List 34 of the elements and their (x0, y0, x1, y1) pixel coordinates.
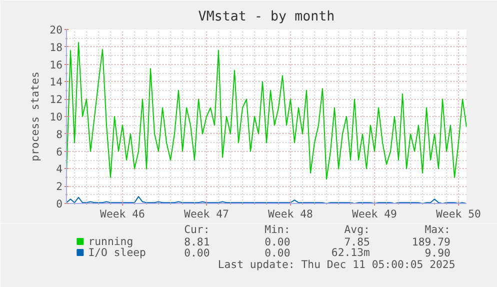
text: Min: (264, 223, 290, 236)
x-tick-label: Week 49 (352, 208, 397, 220)
text: Max: (424, 223, 450, 236)
y-tick-label: 20 (50, 24, 63, 36)
y-tick-label: 8 (56, 128, 63, 141)
text: 0.00 (264, 236, 290, 248)
y-tick-label: 18 (50, 40, 63, 54)
y-tick-label: 14 (50, 76, 63, 89)
text: Last update: Thu Dec 11 05:00:05 2025 (218, 258, 456, 271)
legend-label: I/O sleep (88, 246, 146, 259)
y-tick-label: 2 (56, 180, 63, 194)
text: 189.79 (412, 236, 450, 248)
text: 8.81 (184, 236, 210, 248)
y-axis-title: process states (28, 72, 42, 162)
text: 0.00 (184, 246, 210, 260)
x-tick-label: Week 48 (268, 208, 313, 220)
text: 9.90 (424, 246, 450, 260)
y-tick-label: 6 (56, 145, 63, 158)
y-tick-label: 0 (56, 198, 63, 210)
line-series (66, 42, 466, 180)
y-tick-label: 10 (50, 110, 63, 124)
y-tick-label: 16 (50, 58, 63, 72)
legend-label: running (88, 235, 134, 248)
x-tick-label: Week 47 (184, 208, 229, 220)
y-tick-label: 4 (56, 162, 63, 176)
chart-title: VMstat - by month (198, 10, 335, 24)
x-tick-label: Week 50 (436, 208, 481, 220)
text: Cur: (184, 223, 210, 236)
text: 62.13m (331, 246, 370, 259)
y-tick-label: 12 (50, 93, 63, 106)
x-tick-label: Week 46 (100, 208, 145, 220)
text: 7.85 (344, 236, 370, 248)
text: Avg: (344, 223, 370, 236)
text: 0.00 (264, 246, 290, 260)
